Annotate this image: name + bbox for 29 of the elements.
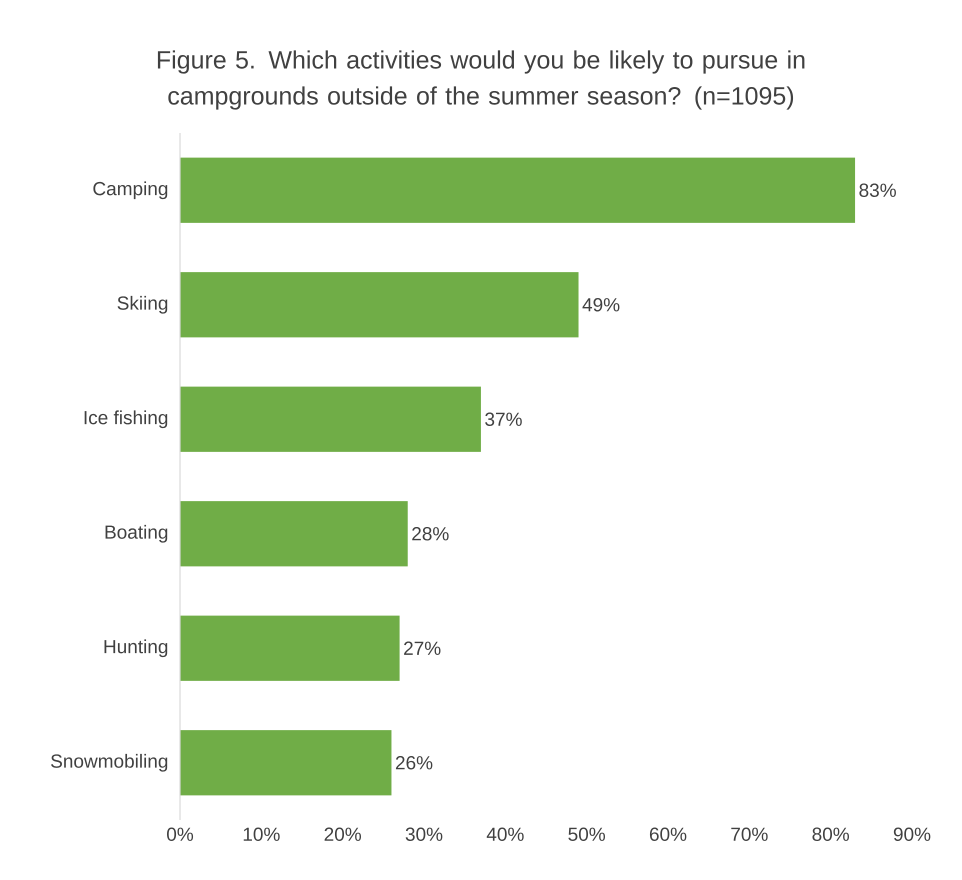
y-tick-label: Camping <box>93 181 168 200</box>
x-tick-label: 40% <box>486 828 524 841</box>
bar <box>180 616 400 681</box>
data-label: 26% <box>396 756 432 770</box>
data-label: 49% <box>582 298 620 312</box>
chart-title: Figure 5. Which activities would you be likely to pursue in campgrounds outside of the summer season? (n=1095) <box>158 50 804 110</box>
y-tick-label: Hunting <box>104 639 168 658</box>
bar <box>180 501 408 566</box>
x-tick-label: 0% <box>167 828 194 841</box>
x-tick-label: 50% <box>568 828 605 841</box>
y-tick-label: Ice fishing <box>84 410 168 428</box>
x-tick-label: 10% <box>244 828 280 841</box>
x-tick-label: 80% <box>812 828 849 841</box>
y-tick-label: Boating <box>106 524 168 543</box>
data-label: 37% <box>485 412 522 426</box>
x-tick-label: 60% <box>650 828 686 841</box>
x-tick-label: 90% <box>894 828 930 841</box>
x-tick-label: 20% <box>324 828 361 841</box>
data-label: 27% <box>404 642 440 655</box>
y-tick-label: Snowmobiling <box>51 754 168 772</box>
bar <box>180 730 392 796</box>
bar <box>180 386 481 452</box>
y-tick-label: Skiing <box>118 296 168 314</box>
bar <box>180 272 579 338</box>
x-tick-label: 30% <box>406 828 442 841</box>
data-label: 28% <box>412 527 449 540</box>
data-label: 83% <box>859 184 896 197</box>
bar <box>180 158 856 223</box>
x-tick-label: 70% <box>731 828 768 841</box>
